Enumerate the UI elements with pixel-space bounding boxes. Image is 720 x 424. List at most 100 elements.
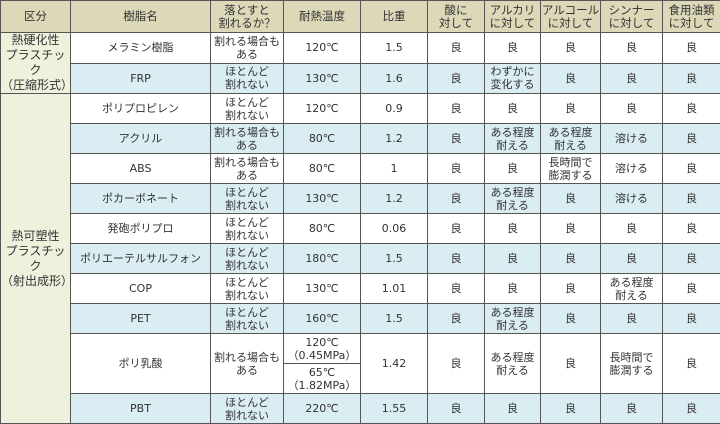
table-cell: ある程度 耐える [485,124,541,154]
table-cell: 130℃ [284,63,361,94]
table-cell: 良 [601,304,663,334]
table-cell: 良 [663,124,720,154]
table-cell: 良 [541,304,601,334]
table-cell: 良 [541,214,601,244]
table-cell: 良 [428,274,485,304]
header-row: 区分樹脂名落とすと 割れるか？耐熱温度比重酸に 対してアルカリ に対してアルコー… [1,1,720,33]
table-cell: 1 [361,154,428,184]
table-cell: 良 [541,394,601,424]
table-cell: ほとんど 割れない [211,63,284,94]
table-cell: 良 [485,154,541,184]
table-cell: ほとんど 割れない [211,94,284,124]
table-cell: 割れる場合も ある [211,33,284,64]
table-cell: 120℃ [284,94,361,124]
table-cell: 良 [601,244,663,274]
table-cell: 160℃ [284,304,361,334]
table-cell: 溶ける [601,124,663,154]
table-cell: 良 [428,63,485,94]
table-cell: 65℃ （1.82MPa） [284,364,361,394]
table-cell: 良 [428,304,485,334]
table-cell: ポカーボネート [71,184,211,214]
column-header: シンナー に対して [601,1,663,33]
table-cell: 良 [601,94,663,124]
table-cell: 良 [485,214,541,244]
table-cell: 1.6 [361,63,428,94]
table-cell: 1.5 [361,304,428,334]
table-cell: 80℃ [284,154,361,184]
column-header: 区分 [1,1,71,33]
table-cell: 良 [428,94,485,124]
table-cell: 良 [428,244,485,274]
table-cell: COP [71,274,211,304]
table-cell: ポリエーテルサルフォン [71,244,211,274]
table-cell: 良 [541,94,601,124]
table-cell: アクリル [71,124,211,154]
table-cell: 良 [485,94,541,124]
table-cell: 良 [663,63,720,94]
table-cell: 220℃ [284,394,361,424]
table-cell: PBT [71,394,211,424]
table-cell: 割れる場合も ある [211,334,284,394]
table-cell: 良 [663,334,720,394]
table-cell: 良 [541,334,601,394]
table-cell: 良 [485,274,541,304]
table-cell: わずかに 変化する [485,63,541,94]
table-cell: 良 [428,214,485,244]
table-cell: 良 [541,274,601,304]
table-cell: 1.5 [361,33,428,64]
table-cell: 良 [541,244,601,274]
table-cell: 120℃ （0.45MPa） [284,334,361,364]
table-cell: メラミン樹脂 [71,33,211,64]
table-cell: 120℃ [284,33,361,64]
column-header: アルカリ に対して [485,1,541,33]
table-cell: ほとんど 割れない [211,244,284,274]
table-cell: 良 [601,33,663,64]
table-cell: 1.2 [361,184,428,214]
table-cell: 良 [663,304,720,334]
table-cell: ある程度 耐える [485,334,541,394]
table-cell: ある程度 耐える [601,274,663,304]
column-header: 耐熱温度 [284,1,361,33]
table-cell: 良 [601,214,663,244]
table-cell: 180℃ [284,244,361,274]
table-cell: 良 [541,63,601,94]
table-cell: 割れる場合も ある [211,124,284,154]
table-cell: 溶ける [601,184,663,214]
table-cell: 1.5 [361,244,428,274]
table-cell: 130℃ [284,184,361,214]
category-cell: 熱可塑性 プラスチック （射出成形） [1,94,71,424]
table-cell: ほとんど 割れない [211,214,284,244]
column-header: アルコール に対して [541,1,601,33]
table-cell: 良 [663,154,720,184]
table-cell: 1.2 [361,124,428,154]
table-cell: 良 [663,94,720,124]
table-cell: 良 [601,63,663,94]
table-cell: ある程度 耐える [485,184,541,214]
column-header: 樹脂名 [71,1,211,33]
table-cell: 80℃ [284,214,361,244]
table-cell: ある程度 耐える [541,124,601,154]
table-cell: ABS [71,154,211,184]
column-header: 比重 [361,1,428,33]
table-cell: PET [71,304,211,334]
table-cell: 良 [663,184,720,214]
table-cell: 良 [541,184,601,214]
table-cell: 良 [428,394,485,424]
table-cell: 良 [663,394,720,424]
table-cell: ほとんど 割れない [211,184,284,214]
table-cell: 割れる場合も ある [211,154,284,184]
category-cell: 熱硬化性 プラスチック （圧縮形式） [1,33,71,94]
table-cell: 長時間で 膨潤する [601,334,663,394]
table-cell: FRP [71,63,211,94]
